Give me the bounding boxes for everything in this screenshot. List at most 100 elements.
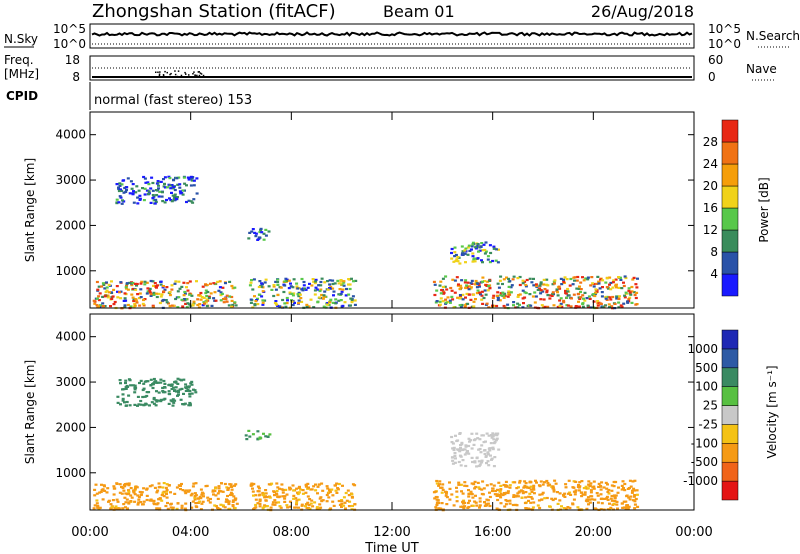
data-cell — [582, 487, 586, 490]
data-cell — [604, 281, 608, 284]
data-cell — [618, 295, 621, 298]
data-cell — [133, 487, 137, 490]
data-cell — [448, 487, 452, 490]
data-cell — [133, 391, 137, 394]
data-cell — [162, 482, 166, 485]
data-cell — [195, 505, 199, 509]
data-cell — [251, 490, 255, 493]
data-cell — [245, 438, 249, 441]
data-cell — [458, 297, 462, 300]
data-cell — [478, 291, 482, 294]
data-cell — [474, 279, 478, 283]
data-cell — [114, 505, 118, 508]
data-cell — [124, 381, 127, 385]
data-cell — [350, 496, 354, 499]
data-cell — [116, 395, 120, 398]
data-cell — [95, 499, 99, 502]
data-cell — [106, 294, 110, 297]
data-cell — [535, 481, 538, 484]
data-cell — [347, 505, 351, 508]
data-cell — [586, 496, 590, 499]
data-cell — [463, 453, 467, 456]
data-cell — [456, 260, 460, 263]
data-cell — [153, 503, 156, 506]
data-cell — [258, 280, 262, 283]
data-cell — [302, 284, 306, 287]
data-cell — [105, 491, 109, 494]
data-cell — [616, 507, 619, 510]
data-cell — [125, 282, 129, 285]
data-cell — [127, 482, 131, 485]
data-cell — [453, 246, 457, 249]
data-cell — [130, 187, 134, 190]
data-cell — [149, 378, 153, 381]
data-cell — [116, 401, 120, 404]
data-cell — [131, 193, 135, 196]
data-cell — [551, 485, 555, 488]
data-cell — [562, 494, 566, 497]
data-cell — [125, 400, 129, 404]
data-cell — [199, 497, 203, 500]
data-cell — [148, 287, 152, 290]
data-cell — [633, 479, 637, 482]
data-cell — [505, 485, 509, 488]
data-cell — [450, 493, 454, 496]
data-cell — [527, 507, 531, 510]
data-cell — [488, 449, 492, 452]
data-cell — [179, 488, 182, 491]
data-cell — [292, 489, 296, 492]
data-cell — [557, 285, 561, 288]
data-cell — [328, 279, 332, 282]
data-cell — [314, 278, 318, 281]
data-cell — [292, 292, 296, 295]
data-cell — [435, 482, 439, 485]
data-cell — [326, 302, 330, 305]
data-cell — [532, 284, 536, 287]
colorbar-tick-label: 4 — [710, 267, 718, 281]
data-cell — [481, 280, 484, 283]
data-cell — [159, 295, 163, 298]
data-cell — [445, 503, 449, 506]
data-cell — [494, 439, 498, 442]
data-cell — [516, 277, 520, 280]
data-cell — [248, 284, 252, 287]
data-cell — [128, 192, 132, 195]
data-cell — [173, 282, 177, 285]
data-cell — [217, 485, 221, 488]
data-cell — [567, 294, 571, 297]
data-cell — [183, 490, 187, 493]
data-cell — [257, 285, 261, 289]
data-cell — [261, 303, 265, 306]
data-cell — [524, 482, 528, 485]
data-cell — [261, 494, 265, 497]
data-cell — [156, 180, 160, 183]
data-cell — [480, 298, 484, 301]
data-cell — [621, 480, 625, 483]
data-cell — [230, 488, 234, 491]
data-cell — [601, 279, 605, 282]
data-cell — [341, 484, 344, 487]
data-cell — [129, 305, 133, 308]
data-cell — [461, 298, 465, 301]
data-cell — [605, 286, 609, 289]
nave-point — [192, 73, 194, 75]
data-cell — [340, 290, 344, 293]
data-cell — [451, 462, 455, 465]
nave-point — [185, 73, 187, 75]
data-cell — [278, 487, 281, 490]
data-cell — [471, 460, 474, 464]
data-cell — [464, 444, 468, 447]
data-cell — [155, 182, 159, 185]
data-cell — [619, 304, 623, 307]
data-cell — [276, 495, 280, 498]
data-cell — [172, 401, 176, 404]
data-cell — [163, 288, 167, 291]
data-cell — [144, 181, 148, 184]
data-cell — [272, 294, 276, 298]
data-cell — [119, 382, 122, 385]
data-cell — [198, 500, 202, 503]
data-cell — [101, 488, 105, 491]
data-cell — [464, 445, 468, 448]
data-cell — [275, 482, 279, 485]
data-cell — [263, 281, 267, 284]
